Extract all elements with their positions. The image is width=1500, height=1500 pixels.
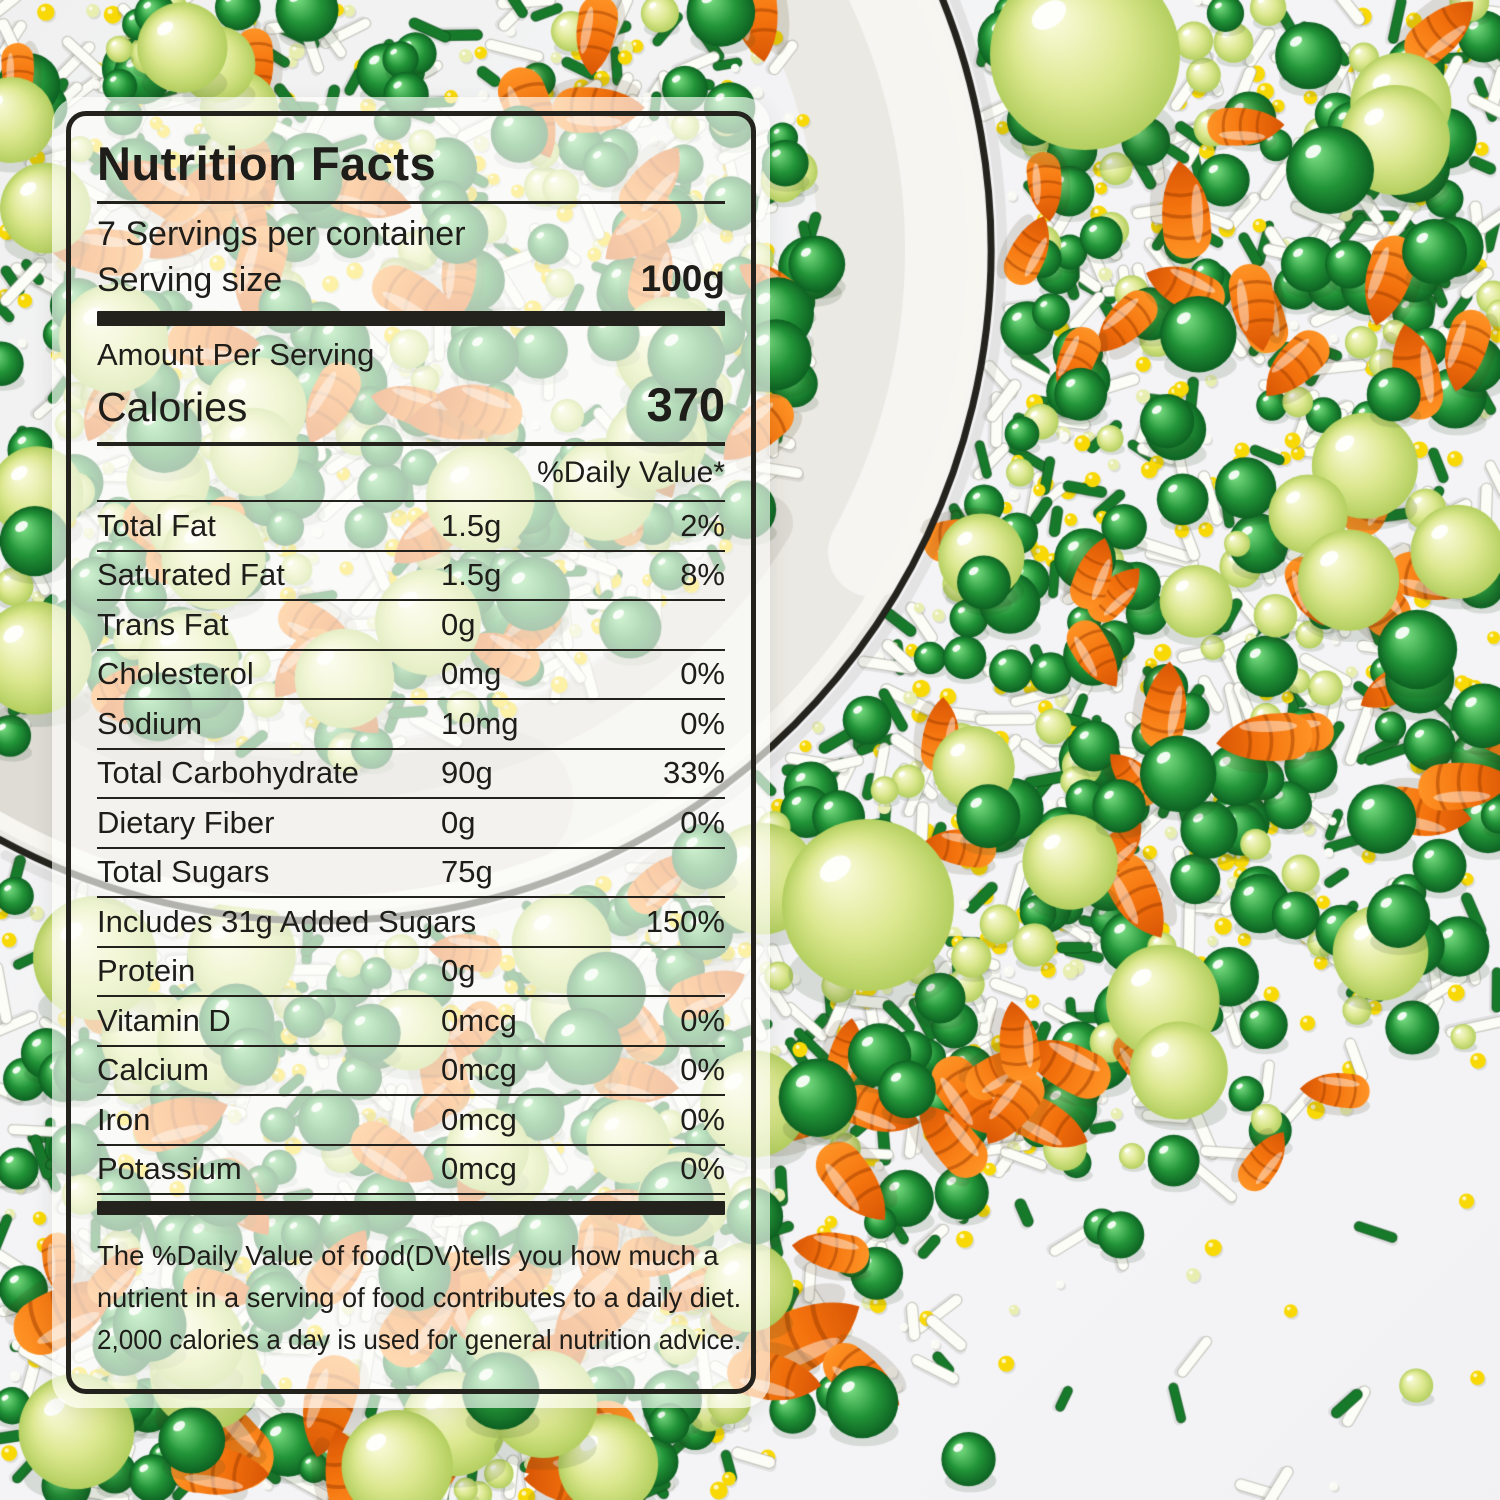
- nutrient-name: Dietary Fiber: [97, 804, 275, 840]
- nutrient-name: Iron: [97, 1101, 151, 1137]
- divider: [97, 442, 725, 447]
- nutrient-name: Vitamin D: [97, 1002, 231, 1038]
- nutrient-name: Total Sugars: [97, 854, 270, 890]
- nutrient-amount: 1.5g: [441, 507, 502, 543]
- nutrient-dv: 0%: [680, 1151, 725, 1187]
- nutrient-row-total-sugars: Total Sugars 75g: [97, 849, 725, 899]
- nutrient-amount: 0g: [441, 953, 476, 989]
- nutrient-amount: 0mcg: [441, 1002, 517, 1038]
- serving-size-row: Serving size 100g: [97, 255, 725, 303]
- nutrient-dv: 0%: [680, 1052, 725, 1088]
- nutrient-amount: 90g: [441, 755, 493, 791]
- nutrient-name: Cholesterol: [97, 656, 254, 692]
- daily-value-footnote: The %Daily Value of food(DV)tells you ho…: [97, 1225, 742, 1360]
- footnote-line: nutrient in a serving of food contribute…: [97, 1281, 742, 1313]
- nutrient-amount: 0g: [441, 804, 476, 840]
- servings-per-container: 7 Servings per container: [97, 214, 466, 253]
- thick-divider: [97, 1201, 725, 1216]
- nutrient-row-dietary-fiber: Dietary Fiber 0g 0%: [97, 799, 725, 849]
- nutrient-dv: 0%: [680, 804, 725, 840]
- nutrient-row-added-sugars: Includes 31g Added Sugars 150%: [97, 898, 725, 948]
- thick-divider: [97, 311, 725, 327]
- nutrient-row-trans-fat: Trans Fat 0g: [97, 601, 725, 651]
- footnote-line: The %Daily Value of food(DV)tells you ho…: [97, 1240, 719, 1272]
- calories-value: 370: [646, 377, 725, 431]
- nutrient-dv: 0%: [680, 656, 725, 692]
- calories-label: Calories: [97, 383, 248, 430]
- nutrient-amount: 10mg: [441, 705, 519, 741]
- nutrient-dv: 0%: [680, 1002, 725, 1038]
- nutrition-label-panel: Nutrition Facts 7 Servings per container…: [52, 97, 770, 1408]
- nutrient-name: Potassium: [97, 1151, 242, 1187]
- nutrient-amount: 0mcg: [441, 1101, 517, 1137]
- footnote-line: 2,000 calories a day is used for general…: [97, 1323, 742, 1355]
- nutrient-dv: 0%: [680, 1101, 725, 1137]
- nutrient-row-potassium: Potassium 0mcg 0%: [97, 1146, 725, 1196]
- divider: [97, 500, 725, 503]
- nutrient-row-sodium: Sodium 10mg 0%: [97, 700, 725, 750]
- amount-per-serving-label: Amount Per Serving: [97, 337, 375, 373]
- nutrient-name: Includes 31g Added Sugars: [97, 903, 477, 939]
- daily-value-header: %Daily Value*: [537, 456, 725, 490]
- nutrient-name: Sodium: [97, 705, 203, 741]
- nutrient-row-saturated-fat: Saturated Fat 1.5g 8%: [97, 552, 725, 602]
- nutrient-name: Total Fat: [97, 507, 216, 543]
- nutrition-facts-title: Nutrition Facts: [97, 137, 437, 190]
- nutrient-dv: 33%: [662, 755, 725, 791]
- nutrient-dv: 8%: [680, 557, 725, 593]
- nutrient-row-iron: Iron 0mcg 0%: [97, 1096, 725, 1146]
- nutrient-dv: 0%: [680, 705, 725, 741]
- nutrient-row-cholesterol: Cholesterol 0mg 0%: [97, 651, 725, 701]
- nutrient-row-total-carbohydrate: Total Carbohydrate 90g 33%: [97, 750, 725, 800]
- nutrient-name: Calcium: [97, 1052, 209, 1088]
- nutrient-dv: 2%: [680, 507, 725, 543]
- nutrient-name: Saturated Fat: [97, 557, 285, 593]
- nutrition-label: Nutrition Facts 7 Servings per container…: [66, 111, 756, 1394]
- nutrient-row-total-fat: Total Fat 1.5g 2%: [97, 502, 725, 552]
- nutrient-name: Trans Fat: [97, 606, 229, 642]
- calories-row: Calories 370: [97, 377, 725, 432]
- serving-size-value: 100g: [640, 258, 725, 300]
- nutrient-amount: 75g: [441, 854, 493, 890]
- nutrient-row-vitamin-d: Vitamin D 0mcg 0%: [97, 997, 725, 1047]
- divider: [97, 200, 725, 204]
- nutrient-dv: 150%: [645, 903, 725, 939]
- serving-size-label: Serving size: [97, 261, 283, 300]
- nutrient-row-protein: Protein 0g: [97, 948, 725, 998]
- nutrient-name: Protein: [97, 953, 196, 989]
- nutrient-amount: 0mcg: [441, 1052, 517, 1088]
- nutrient-amount: 1.5g: [441, 557, 502, 593]
- nutrient-amount: 0g: [441, 606, 476, 642]
- nutrient-name: Total Carbohydrate: [97, 755, 359, 791]
- nutrient-amount: 0mcg: [441, 1151, 517, 1187]
- nutrient-row-calcium: Calcium 0mcg 0%: [97, 1047, 725, 1097]
- nutrient-amount: 0mg: [441, 656, 502, 692]
